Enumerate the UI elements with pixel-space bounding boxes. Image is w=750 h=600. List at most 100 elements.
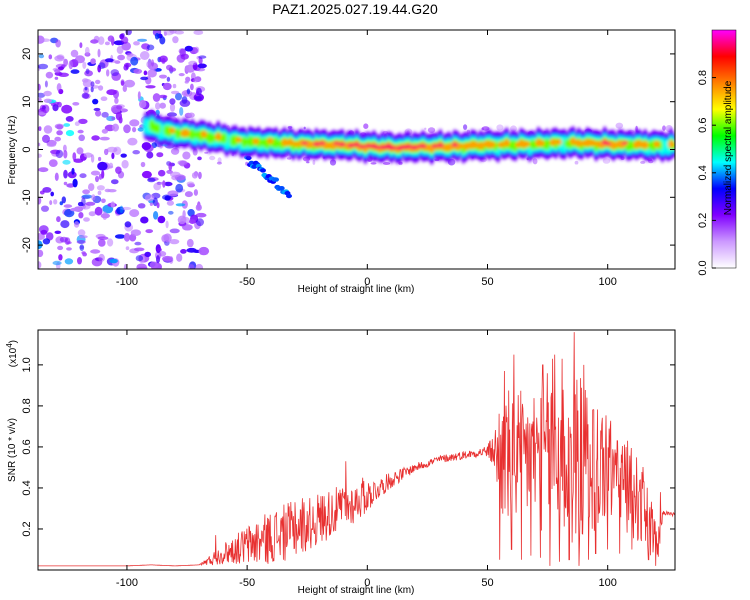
noise-blob: [65, 130, 75, 137]
snr-y-ticks: 0.2 0.4 0.6 0.8 1.0: [21, 357, 675, 537]
noise-blob: [39, 104, 46, 112]
ridge-segment: [154, 123, 162, 134]
noise-blob: [91, 135, 100, 141]
noise-blob: [158, 251, 167, 257]
ridge-segment: [287, 138, 294, 146]
noise-blob: [132, 127, 137, 133]
noise-blob: [125, 246, 130, 251]
noise-blob: [38, 83, 41, 91]
noise-blob: [496, 124, 504, 131]
ridge-segment: [419, 143, 427, 149]
noise-blob: [137, 203, 146, 209]
noise-blob: [158, 94, 168, 99]
tail-blob: [278, 186, 285, 191]
noise-blob: [41, 205, 49, 212]
noise-blob: [74, 121, 80, 126]
noise-blob: [54, 55, 65, 62]
noise-blob: [38, 249, 44, 258]
noise-blob: [156, 255, 160, 264]
noise-blob: [129, 209, 140, 218]
noise-blob: [61, 104, 73, 114]
ridge-segment: [266, 137, 274, 144]
colorbar-tick-label: 0.4: [697, 165, 709, 180]
noise-blob: [615, 122, 624, 129]
noise-blob: [169, 30, 177, 34]
noise-blob: [111, 179, 119, 185]
noise-blob: [152, 197, 158, 207]
noise-blob: [81, 92, 90, 99]
noise-blob: [167, 190, 179, 197]
ridge-segment: [307, 141, 314, 148]
noise-blob: [120, 33, 125, 38]
noise-blob: [198, 246, 210, 256]
noise-blob: [104, 41, 110, 46]
noise-blob: [168, 210, 174, 215]
ridge-segment: [235, 137, 242, 143]
noise-blob: [194, 46, 200, 53]
noise-blob: [117, 54, 125, 61]
spectrogram-y-tick-label: -20: [21, 237, 33, 253]
noise-blob: [116, 46, 124, 54]
ridge-segment: [471, 141, 479, 149]
ridge-segment: [569, 137, 577, 145]
noise-blob: [44, 80, 48, 88]
noise-blob: [133, 41, 140, 46]
noise-blob: [121, 41, 131, 51]
noise-blob: [182, 224, 193, 231]
ridge-segment: [477, 142, 485, 150]
noise-blob: [114, 234, 126, 239]
noise-blob: [177, 160, 188, 166]
noise-blob: [77, 201, 84, 207]
noise-blob: [157, 247, 162, 252]
noise-blob: [123, 64, 129, 71]
noise-blob: [56, 124, 64, 130]
noise-blob: [157, 215, 166, 224]
snr-y-tick-label: 0.2: [21, 521, 33, 536]
noise-blob: [166, 76, 171, 82]
noise-blob: [129, 119, 140, 127]
noise-blob: [152, 93, 161, 102]
noise-blob: [176, 253, 183, 262]
noise-blob: [54, 76, 59, 80]
noise-blob: [143, 70, 148, 76]
colorbar-label: Normalized spectral amplitude: [723, 80, 734, 215]
noise-blob: [198, 55, 207, 59]
noise-blob: [114, 60, 121, 64]
noise-blob: [97, 48, 101, 58]
ridge-segment: [610, 141, 617, 150]
noise-blob: [139, 51, 150, 60]
noise-blob: [147, 69, 157, 78]
noise-blob: [158, 169, 166, 177]
noise-blob: [121, 36, 129, 44]
noise-blob: [54, 69, 61, 74]
noise-blob: [107, 35, 115, 42]
noise-blob: [137, 127, 144, 132]
noise-blob: [111, 152, 115, 159]
noise-blob: [196, 218, 204, 227]
noise-blob: [110, 201, 116, 208]
noise-blob: [107, 238, 114, 247]
noise-blob: [132, 150, 140, 155]
ridge-segment: [220, 132, 228, 144]
noise-blob: [184, 45, 193, 52]
noise-blob: [119, 205, 124, 214]
noise-blob: [209, 155, 216, 161]
noise-blob: [186, 181, 195, 187]
noise-blob: [193, 189, 198, 196]
noise-blob: [191, 172, 198, 179]
noise-blob: [104, 188, 111, 193]
noise-blob: [168, 162, 173, 171]
noise-blob: [662, 125, 666, 131]
ridge-segment: [575, 139, 583, 147]
noise-blob: [54, 172, 59, 181]
spectrogram-marks: [38, 30, 675, 269]
noise-blob: [180, 249, 187, 254]
noise-blob: [198, 171, 202, 180]
noise-blob: [108, 162, 114, 169]
ridge-segment: [621, 141, 629, 145]
noise-blob: [101, 198, 106, 204]
noise-blob: [174, 30, 185, 35]
snr-panel: -100 -50 0 50 100 0.2 0.4 0.6 0.8 1.0 Height of …: [5, 329, 676, 596]
noise-blob: [82, 252, 87, 257]
noise-blob: [49, 200, 53, 206]
